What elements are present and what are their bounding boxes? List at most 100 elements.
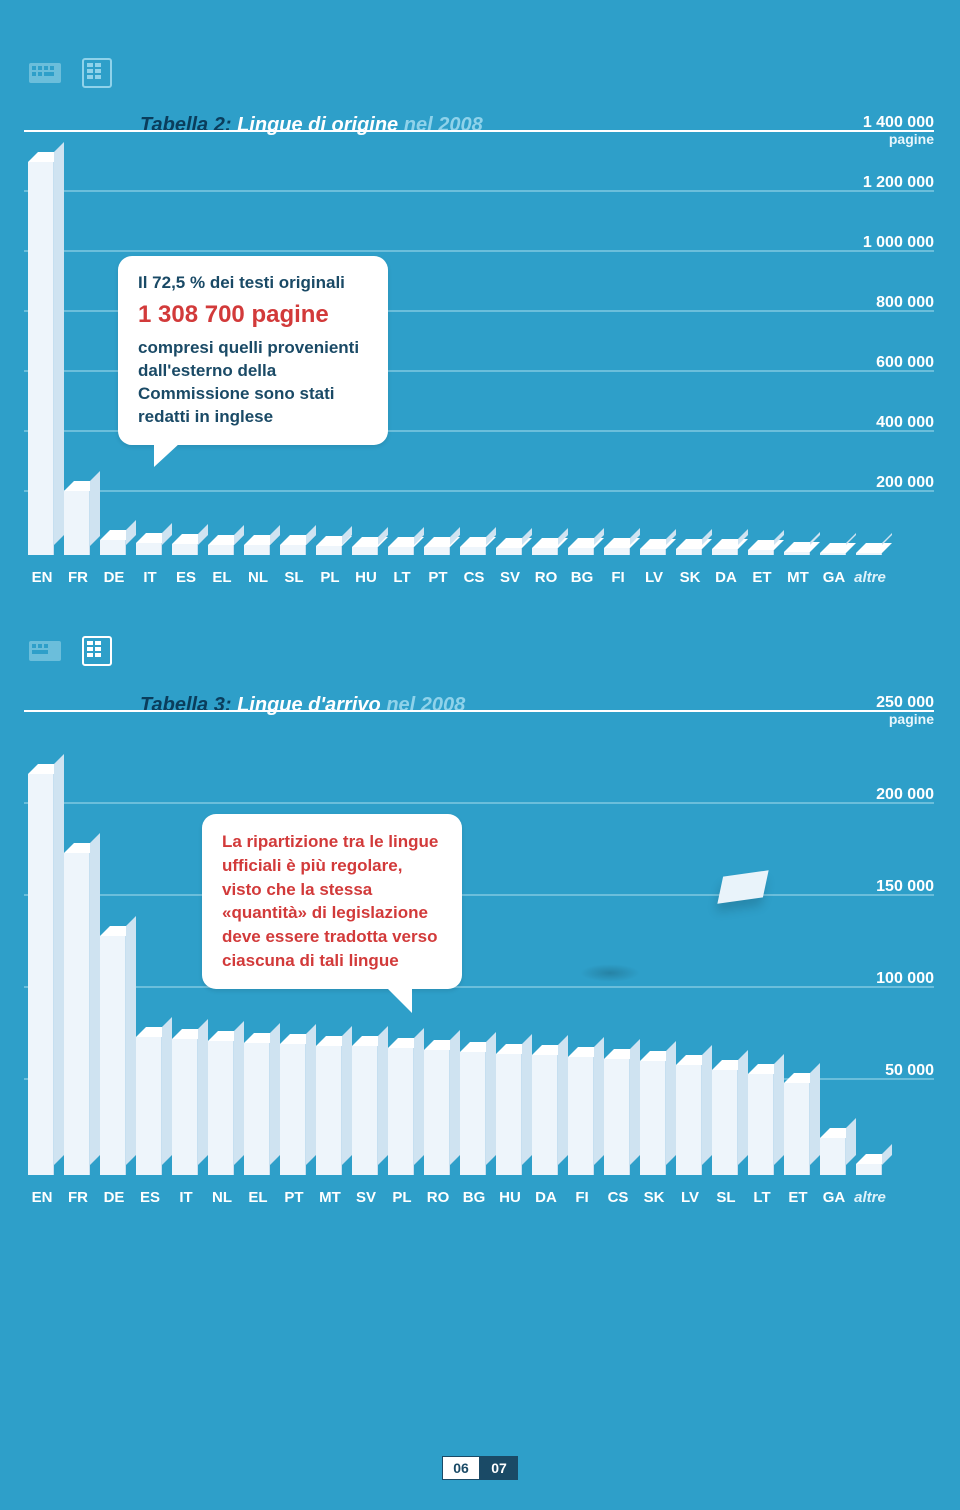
callout-tail — [154, 443, 180, 467]
callout-tail — [386, 987, 412, 1013]
bar-SL: SL — [276, 545, 312, 586]
bar-label: EN — [32, 1189, 53, 1206]
bar-EL: EL — [240, 1043, 276, 1206]
bar-IT: IT — [168, 1039, 204, 1206]
bar-label: SV — [356, 1189, 376, 1206]
pager-left: 06 — [442, 1456, 480, 1480]
bar-label: LV — [645, 569, 663, 586]
bar-ES: ES — [132, 1037, 168, 1206]
bar-label: CS — [608, 1189, 629, 1206]
bar3d — [460, 1052, 486, 1175]
bar3d — [136, 1037, 162, 1175]
bar-BG: BG — [456, 1052, 492, 1206]
bar-label: PL — [392, 1189, 411, 1206]
bar-label: BG — [463, 1189, 486, 1206]
bar3d — [820, 553, 846, 555]
bar3d — [244, 545, 270, 555]
bar-ET: ET — [780, 1083, 816, 1206]
bar-SV: SV — [492, 548, 528, 586]
bar-EL: EL — [204, 545, 240, 586]
grid-icon — [76, 52, 118, 94]
gridlabel: 1 400 000pagine — [863, 114, 934, 146]
bar-PT: PT — [420, 547, 456, 586]
bar3d — [604, 548, 630, 555]
bar3d — [172, 544, 198, 555]
bar-CS: CS — [456, 547, 492, 586]
bar-NL: NL — [204, 1041, 240, 1206]
callout-line1: Il 72,5 % dei testi originali — [138, 272, 368, 295]
bar3d — [388, 1048, 414, 1175]
bar-label: NL — [248, 569, 268, 586]
bar-label: IT — [143, 569, 156, 586]
bar3d — [496, 548, 522, 555]
bar-LV: LV — [672, 1065, 708, 1206]
bar3d — [604, 1059, 630, 1175]
bar-PL: PL — [384, 1048, 420, 1206]
bar3d — [496, 1054, 522, 1175]
keyboard-icon — [24, 52, 66, 94]
chart2-plot: 250 000pagine200 000150 000100 00050 000… — [24, 710, 934, 1170]
bar3d — [784, 1083, 810, 1175]
bar-label: SL — [284, 569, 303, 586]
decor-icons-top — [24, 52, 118, 94]
bar3d — [532, 548, 558, 555]
bar-PT: PT — [276, 1044, 312, 1206]
bar-HU: HU — [492, 1054, 528, 1206]
bar-label: LV — [681, 1189, 699, 1206]
bar3d — [568, 1057, 594, 1175]
bar-LT: LT — [384, 547, 420, 586]
bar3d — [748, 1074, 774, 1175]
bar3d — [316, 1046, 342, 1175]
bar-NL: NL — [240, 545, 276, 586]
decor-icons-mid — [24, 630, 118, 672]
bar-label: LT — [393, 569, 410, 586]
bar3d — [64, 491, 90, 556]
bar-DE: DE — [96, 936, 132, 1206]
bar-MT: MT — [780, 552, 816, 586]
chart2: 250 000pagine200 000150 000100 00050 000… — [24, 710, 934, 1170]
bar-ET: ET — [744, 550, 780, 586]
bar-label: FR — [68, 569, 88, 586]
bar3d — [712, 1070, 738, 1175]
bar-label: HU — [355, 569, 377, 586]
bar3d — [748, 550, 774, 555]
bar-label: RO — [535, 569, 558, 586]
bar-RO: RO — [420, 1050, 456, 1206]
bar3d — [424, 1050, 450, 1175]
bar-SK: SK — [672, 549, 708, 586]
bar3d — [856, 553, 882, 555]
bar-label: PT — [284, 1189, 303, 1206]
smudge-icon — [580, 964, 640, 982]
bar-label: EL — [248, 1189, 267, 1206]
callout-line2: compresi quelli provenienti dall'esterno… — [138, 337, 368, 429]
bar-label: SV — [500, 569, 520, 586]
bar-label: ET — [752, 569, 771, 586]
bar-FI: FI — [564, 1057, 600, 1206]
callout-big: 1 308 700 pagine — [138, 299, 368, 331]
gridline — [24, 130, 934, 132]
bar-label: LT — [753, 1189, 770, 1206]
bar-label: ET — [788, 1189, 807, 1206]
bar-label: DA — [715, 569, 737, 586]
bar-SV: SV — [348, 1046, 384, 1206]
bar-label: FR — [68, 1189, 88, 1206]
bar3d — [244, 1043, 270, 1175]
bar-ES: ES — [168, 544, 204, 586]
bar-label: altre — [854, 1189, 886, 1206]
bar3d — [388, 547, 414, 555]
bar-label: EN — [32, 569, 53, 586]
bar-FR: FR — [60, 853, 96, 1206]
bar3d — [640, 549, 666, 555]
bar-GA: GA — [816, 553, 852, 586]
bar3d — [28, 774, 54, 1175]
bar-label: ES — [176, 569, 196, 586]
bar3d — [208, 545, 234, 555]
bar-altre: altre — [852, 1164, 888, 1206]
bar-label: MT — [319, 1189, 341, 1206]
bar-MT: MT — [312, 1046, 348, 1206]
bar-label: SL — [716, 1189, 735, 1206]
bar3d — [64, 853, 90, 1175]
bar3d — [712, 549, 738, 555]
bar-label: BG — [571, 569, 594, 586]
bar3d — [820, 1138, 846, 1175]
